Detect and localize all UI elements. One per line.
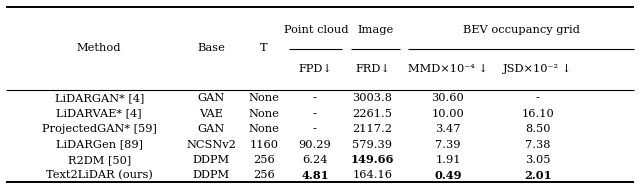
Text: None: None — [248, 93, 279, 103]
Text: 2.01: 2.01 — [524, 170, 552, 181]
Text: 7.39: 7.39 — [435, 140, 461, 150]
Text: 30.60: 30.60 — [431, 93, 465, 103]
Text: -: - — [313, 109, 317, 119]
Text: LiDARVAE* [4]: LiDARVAE* [4] — [56, 109, 142, 119]
Text: NCSNv2: NCSNv2 — [186, 140, 236, 150]
Text: FPD↓: FPD↓ — [298, 64, 332, 74]
Text: 6.24: 6.24 — [302, 155, 328, 165]
Text: 7.38: 7.38 — [525, 140, 550, 150]
Text: Base: Base — [197, 43, 225, 53]
Text: 164.16: 164.16 — [353, 170, 392, 180]
Text: Method: Method — [77, 43, 122, 53]
Text: Point cloud: Point cloud — [284, 25, 348, 35]
Text: BEV occupancy grid: BEV occupancy grid — [463, 25, 579, 35]
Text: GAN: GAN — [198, 124, 225, 134]
Text: 2261.5: 2261.5 — [353, 109, 392, 119]
Text: 3.05: 3.05 — [525, 155, 550, 165]
Text: None: None — [248, 124, 279, 134]
Text: VAE: VAE — [199, 109, 223, 119]
Text: LiDARGAN* [4]: LiDARGAN* [4] — [54, 93, 144, 103]
Text: Image: Image — [357, 25, 394, 35]
Text: 16.10: 16.10 — [521, 109, 554, 119]
Text: 256: 256 — [253, 155, 275, 165]
Text: 3.47: 3.47 — [435, 124, 461, 134]
Text: DDPM: DDPM — [193, 155, 230, 165]
Text: 2117.2: 2117.2 — [353, 124, 392, 134]
Text: 0.49: 0.49 — [435, 170, 461, 181]
Text: LiDARGen [89]: LiDARGen [89] — [56, 140, 143, 150]
Text: 3003.8: 3003.8 — [353, 93, 392, 103]
Text: -: - — [536, 93, 540, 103]
Text: DDPM: DDPM — [193, 170, 230, 180]
Text: -: - — [313, 93, 317, 103]
Text: Text2LiDAR (ours): Text2LiDAR (ours) — [46, 170, 152, 180]
Text: 1.91: 1.91 — [435, 155, 461, 165]
Text: FRD↓: FRD↓ — [355, 64, 390, 74]
Text: MMD×10⁻⁴ ↓: MMD×10⁻⁴ ↓ — [408, 64, 488, 74]
Text: 1160: 1160 — [249, 140, 278, 150]
Text: 4.81: 4.81 — [301, 170, 329, 181]
Text: GAN: GAN — [198, 93, 225, 103]
Text: 8.50: 8.50 — [525, 124, 550, 134]
Text: 149.66: 149.66 — [351, 154, 394, 165]
Text: R2DM [50]: R2DM [50] — [68, 155, 131, 165]
Text: T: T — [260, 43, 268, 53]
Text: JSD×10⁻² ↓: JSD×10⁻² ↓ — [503, 64, 572, 74]
Text: 90.29: 90.29 — [298, 140, 332, 150]
Text: -: - — [313, 124, 317, 134]
Text: 579.39: 579.39 — [353, 140, 392, 150]
Text: 10.00: 10.00 — [431, 109, 465, 119]
Text: ProjectedGAN* [59]: ProjectedGAN* [59] — [42, 124, 157, 134]
Text: None: None — [248, 109, 279, 119]
Text: 256: 256 — [253, 170, 275, 180]
